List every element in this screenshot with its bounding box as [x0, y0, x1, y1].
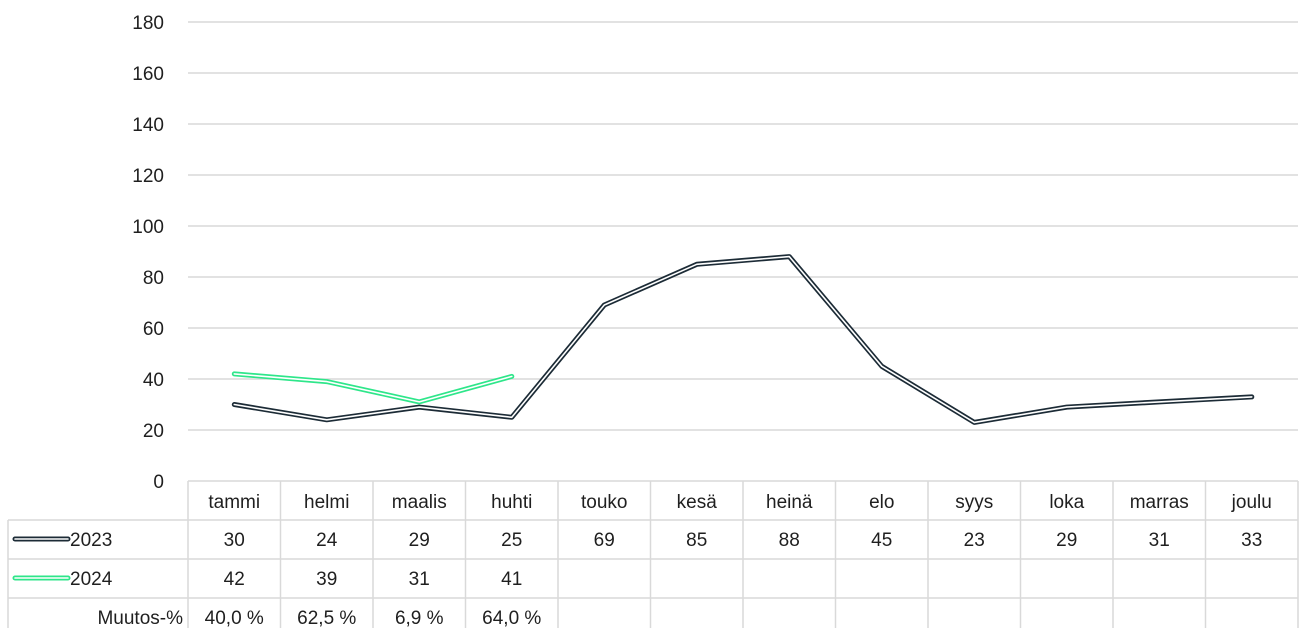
table-cell: 25 [501, 530, 522, 551]
table-cell: 33 [1241, 530, 1262, 551]
table-cell: 69 [594, 530, 615, 551]
category-label: loka [1049, 492, 1084, 513]
gridlines [188, 21, 1298, 431]
y-tick-label: 0 [153, 472, 164, 493]
change-cell: 64,0 % [482, 608, 541, 628]
category-label: marras [1130, 492, 1189, 513]
series-lines [231, 254, 1255, 425]
series-name-2024: 2024 [70, 569, 113, 590]
table-cell: 29 [1056, 530, 1077, 551]
category-label: elo [869, 492, 894, 513]
table-cell: 23 [964, 530, 985, 551]
y-tick-label: 60 [143, 319, 164, 340]
series-line-2024 [231, 371, 515, 405]
y-tick-label: 80 [143, 268, 164, 289]
table-cell: 42 [224, 569, 245, 590]
y-tick-label: 20 [143, 421, 164, 442]
y-tick-label: 40 [143, 370, 164, 391]
y-axis-ticks: 0 20 40 60 80 100 120 140 160 180 [132, 13, 164, 493]
table-cell: 24 [316, 530, 338, 551]
category-label: huhti [491, 492, 532, 513]
table-cell: 45 [871, 530, 892, 551]
category-label: kesä [677, 492, 718, 513]
y-tick-label: 100 [132, 217, 164, 238]
table-cell: 85 [686, 530, 707, 551]
y-tick-label: 120 [132, 166, 164, 187]
category-label: joulu [1231, 492, 1272, 513]
category-label: heinä [766, 492, 813, 513]
table-cell: 31 [1149, 530, 1170, 551]
y-tick-label: 160 [132, 64, 164, 85]
category-label: syys [955, 492, 993, 513]
table-cell: 30 [224, 530, 245, 551]
category-label: touko [581, 492, 627, 513]
y-tick-label: 180 [132, 13, 164, 34]
data-table: tammi helmi maalis huhti touko kesä heinä elo sy… [7, 480, 1299, 628]
change-cell: 40,0 % [205, 608, 264, 628]
table-cell: 41 [501, 569, 522, 590]
category-label: tammi [208, 492, 260, 513]
category-label: helmi [304, 492, 349, 513]
table-cell: 39 [316, 569, 337, 590]
series-name-2023: 2023 [70, 530, 112, 551]
change-row-label: Muutos-% [97, 608, 183, 628]
change-cell: 62,5 % [297, 608, 356, 628]
y-tick-label: 140 [132, 115, 164, 136]
table-cell: 88 [779, 530, 800, 551]
change-cell: 6,9 % [395, 608, 444, 628]
series-line-2023 [231, 254, 1255, 425]
category-label: maalis [392, 492, 447, 513]
table-cell: 31 [409, 569, 430, 590]
table-cell: 29 [409, 530, 430, 551]
